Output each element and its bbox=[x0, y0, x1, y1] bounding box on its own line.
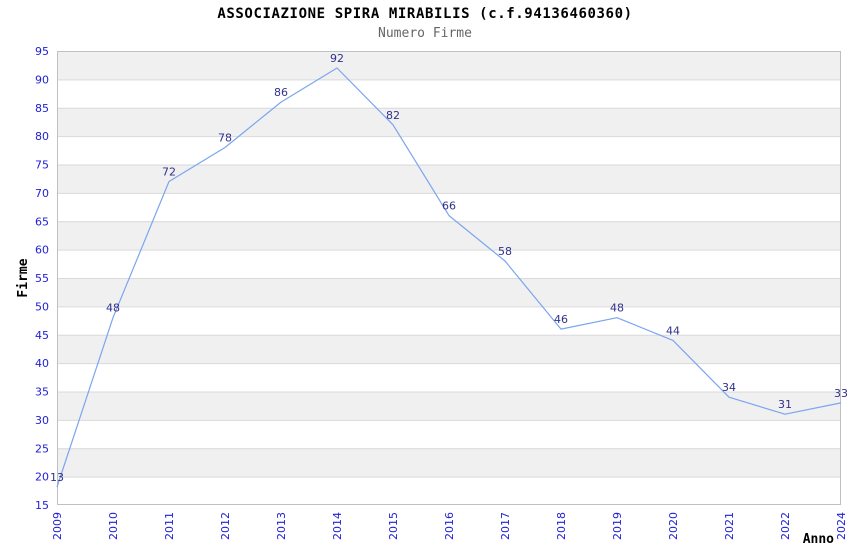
value-label: 48 bbox=[106, 302, 120, 315]
grid-band bbox=[57, 164, 841, 193]
series-line bbox=[56, 67, 842, 488]
y-tick-label: 40 bbox=[35, 357, 49, 370]
y-tick-label: 80 bbox=[35, 130, 49, 143]
y-tick-label: 85 bbox=[35, 102, 49, 115]
value-label: 58 bbox=[498, 245, 512, 258]
value-label: 82 bbox=[386, 109, 400, 122]
y-axis-title: Firme bbox=[16, 258, 31, 297]
y-tick-label: 60 bbox=[35, 244, 49, 257]
value-label: 78 bbox=[218, 132, 232, 145]
value-label: 34 bbox=[722, 381, 736, 394]
x-tick-label: 2017 bbox=[499, 512, 512, 540]
y-tick-label: 35 bbox=[35, 386, 49, 399]
y-tick-label: 30 bbox=[35, 414, 49, 427]
grid-band bbox=[57, 334, 841, 364]
y-tick-label: 20 bbox=[35, 471, 49, 484]
x-tick-label: 2011 bbox=[163, 512, 176, 540]
grid-band bbox=[57, 391, 841, 420]
y-tick-label: 15 bbox=[35, 499, 49, 512]
grid-band bbox=[57, 107, 841, 137]
x-axis-title: Anno bbox=[803, 532, 834, 547]
x-tick-label: 2018 bbox=[555, 512, 568, 540]
chart-subtitle: Numero Firme bbox=[378, 26, 472, 41]
x-tick-label: 2021 bbox=[723, 512, 736, 540]
y-tick-label: 50 bbox=[35, 300, 49, 313]
x-tick-label: 2015 bbox=[387, 512, 400, 540]
x-tick-label: 2010 bbox=[107, 512, 120, 540]
chart-title: ASSOCIAZIONE SPIRA MIRABILIS (c.f.941364… bbox=[217, 6, 633, 22]
value-label: 48 bbox=[610, 302, 624, 315]
grid-band bbox=[57, 51, 841, 80]
value-label: 92 bbox=[330, 52, 344, 65]
x-tick-label: 2024 bbox=[835, 512, 848, 540]
y-tick-label: 65 bbox=[35, 215, 49, 228]
value-label: 44 bbox=[666, 324, 680, 337]
value-label: 72 bbox=[162, 166, 176, 179]
y-tick-label: 70 bbox=[35, 187, 49, 200]
grid-band bbox=[57, 221, 841, 250]
value-label: 86 bbox=[274, 86, 288, 99]
value-label: 46 bbox=[554, 313, 568, 326]
grid-band bbox=[57, 278, 841, 307]
x-tick-label: 2012 bbox=[219, 512, 232, 540]
grid-band bbox=[57, 448, 841, 477]
x-tick-label: 2016 bbox=[443, 512, 456, 540]
value-label: 33 bbox=[834, 387, 848, 400]
x-tick-label: 2013 bbox=[275, 512, 288, 540]
value-label: 66 bbox=[442, 200, 456, 213]
y-tick-label: 45 bbox=[35, 329, 49, 342]
y-tick-label: 75 bbox=[35, 159, 49, 172]
y-tick-label: 55 bbox=[35, 272, 49, 285]
x-tick-label: 2022 bbox=[779, 512, 792, 540]
x-tick-label: 2009 bbox=[51, 512, 64, 540]
value-label: 31 bbox=[778, 398, 792, 411]
y-tick-label: 95 bbox=[35, 45, 49, 58]
x-tick-label: 2014 bbox=[331, 512, 344, 540]
y-tick-label: 25 bbox=[35, 442, 49, 455]
value-label: 13 bbox=[50, 471, 64, 484]
x-tick-label: 2019 bbox=[611, 512, 624, 540]
x-tick-label: 2020 bbox=[667, 512, 680, 540]
y-tick-label: 90 bbox=[35, 73, 49, 86]
plot-border bbox=[57, 51, 841, 505]
